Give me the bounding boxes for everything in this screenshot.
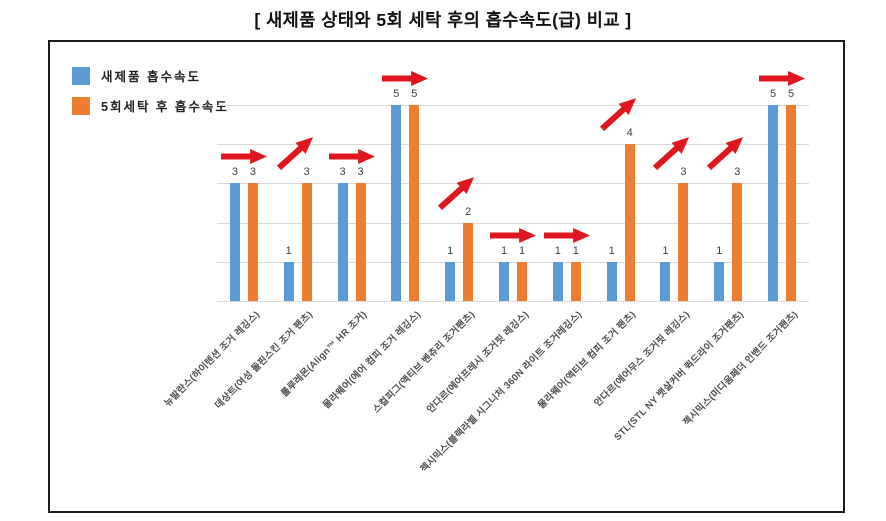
bar-value-label: 1 [554,244,561,257]
bar-new-product [229,183,240,301]
bar-new-product [552,261,563,301]
bar-after-wash [301,183,312,301]
bar-new-product [714,261,725,301]
bar-value-label: 3 [357,166,364,179]
bar-value-label: 5 [411,88,418,100]
bar-after-wash [517,261,527,301]
trend-arrow-icon [274,132,318,174]
bar-value-label: 1 [500,244,508,257]
bar-new-product [391,105,402,301]
bar-after-wash [786,105,797,301]
bar-value-label: 1 [572,244,579,257]
bar-value-label: 5 [770,88,777,100]
legend-item: 새제품 흡수속도 [72,66,229,85]
trend-arrow-icon [759,71,806,86]
bar-value-label: 3 [303,166,310,179]
bar-after-wash [247,183,258,301]
category-label: 데상트(여성 돌핀스킨 조거 팬츠) [213,309,316,412]
gridline [217,301,809,302]
legend-swatch-icon [72,96,90,115]
bar-new-product [768,105,779,301]
category-label: 스컬피그(액티브 벤츄리 조거팬츠) [370,309,478,416]
chart-title: [ 새제품 상태와 5회 세탁 후의 흡수속도(급) 비교 ] [254,10,632,30]
bar-value-label: 3 [339,166,346,179]
bar-value-label: 3 [734,166,741,179]
gridline [217,105,809,106]
bar-after-wash [678,183,689,301]
legend-item: 5회세탁 후 흡수속도 [72,96,229,115]
bar-after-wash [355,183,366,301]
bar-after-wash [732,183,743,301]
trend-arrow-icon [328,149,375,165]
bar-value-label: 3 [231,166,238,179]
chart-legend: 새제품 흡수속도 5회세탁 후 흡수속도 [72,66,229,126]
trend-arrow-icon [543,227,590,243]
bar-new-product [445,261,456,301]
trend-arrow-icon [597,93,641,135]
bar-value-label: 1 [662,244,669,257]
bar-value-label: 3 [680,166,687,179]
bar-after-wash [570,261,581,301]
gridline [217,261,809,263]
trend-arrow-icon [490,227,536,243]
trend-arrow-icon [650,132,694,174]
bar-value-label: 3 [249,166,256,179]
bar-new-product [606,261,617,301]
gridline [217,183,809,185]
category-label: 물라웨어(에어 컴피 조거 레깅스) [321,309,424,412]
bar-new-product [337,183,348,301]
category-label: 안다르(에어무스 조거핏 레깅스) [592,309,693,410]
bar-value-label: 4 [626,127,633,140]
bar-new-product [283,261,294,301]
category-label: 젝시믹스(미디움페더 인밴드 조거팬츠) [680,309,800,429]
gridline [217,144,809,146]
category-label: 안다르(에어프레시 조거핏 레깅스) [424,309,531,416]
bar-value-label: 1 [716,244,723,257]
bar-after-wash [409,105,420,301]
legend-label: 새제품 흡수속도 [101,70,201,84]
trend-arrow-icon [220,149,267,165]
bar-value-label: 5 [393,88,400,100]
legend-swatch-icon [72,66,90,85]
bar-value-label: 1 [285,244,292,257]
bar-value-label: 1 [447,244,454,257]
trend-arrow-icon [382,71,429,86]
gridline [217,222,809,224]
bar-value-label: 1 [608,244,615,257]
bar-value-label: 5 [788,88,795,100]
bar-value-label: 2 [465,205,472,218]
trend-arrow-icon [704,132,748,174]
trend-arrow-icon [435,171,479,213]
bar-value-label: 1 [518,244,526,257]
bar-new-product [499,261,509,301]
bar-new-product [660,261,671,301]
bar-after-wash [624,144,635,301]
category-label: 뉴발란스(하이텐션 조거 레깅스) [161,309,262,410]
bar-after-wash [463,222,474,301]
legend-label: 5회세탁 후 흡수속도 [101,100,229,114]
category-label: 물라웨어(액티브 컴피 조거 팬츠) [536,309,639,412]
